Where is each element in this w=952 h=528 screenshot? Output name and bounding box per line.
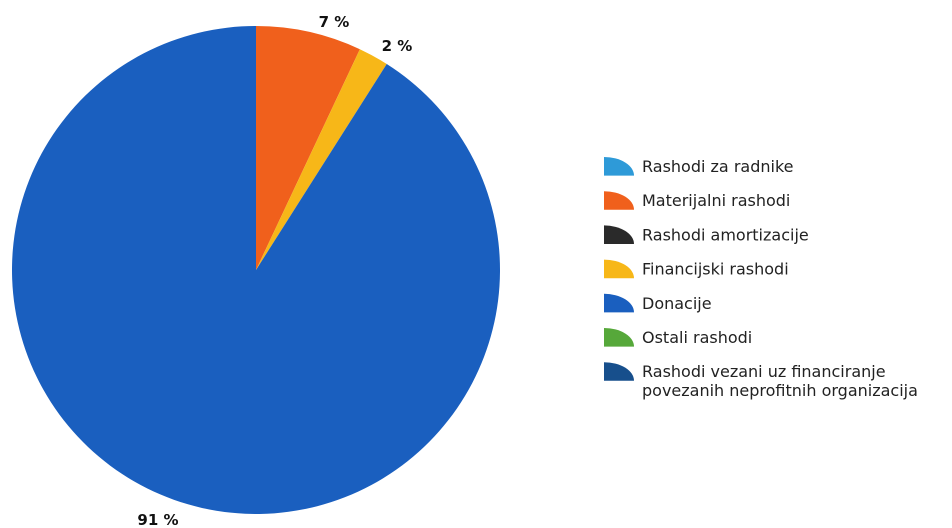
legend-swatch-rashodi-vezani-uz-financiranje-povezanih-neprofitnih-organizacija [604,362,634,381]
pie-slice-materijalni-rashodi [256,26,360,270]
pie-slice-donacije [11,26,500,514]
legend-item-donacije: Donacije [604,293,712,313]
value-label-donacije: 91 % [137,511,178,528]
legend-item-rashodi-vezani-uz-financiranje-povezanih-neprofitnih-organizacija: Rashodi vezani uz financiranjepovezanih … [604,362,918,400]
legend-label-rashodi-za-radnike: Rashodi za radnike [642,157,793,176]
legend-label-rashodi-vezani-uz-financiranje-povezanih-neprofitnih-organizacija-line-1: Rashodi vezani uz financiranje [642,362,886,381]
legend-swatch-materijalni-rashodi [604,191,634,210]
legend-swatch-donacije [604,293,634,313]
legend-label-rashodi-vezani-uz-financiranje-povezanih-neprofitnih-organizacija-line-2: povezanih neprofitnih organizacija [642,381,918,400]
pie-slices [11,26,500,514]
legend: Rashodi za radnike Materijalni rashodi Ras… [604,157,918,400]
legend-item-ostali-rashodi: Ostali rashodi [604,328,752,347]
legend-swatch-financijski-rashodi [604,259,634,279]
legend-label-rashodi-amortizacije: Rashodi amortizacije [642,225,809,244]
legend-item-rashodi-amortizacije: Rashodi amortizacije [604,225,809,244]
legend-item-financijski-rashodi: Financijski rashodi [604,259,789,279]
pie-value-labels: 7 % 2 % 91 % [137,13,412,528]
legend-label-donacije: Donacije [642,294,712,313]
legend-label-financijski-rashodi: Financijski rashodi [642,260,789,279]
legend-item-rashodi-za-radnike: Rashodi za radnike [604,157,793,176]
value-label-financijski-rashodi: 2 % [382,37,413,55]
legend-swatch-rashodi-amortizacije [604,225,634,244]
value-label-materijalni-rashodi: 7 % [319,13,350,31]
pie-slice-financijski-rashodi [256,49,387,270]
legend-label-materijalni-rashodi: Materijalni rashodi [642,191,790,210]
legend-item-materijalni-rashodi: Materijalni rashodi [604,191,790,210]
legend-label-ostali-rashodi: Ostali rashodi [642,328,752,347]
legend-swatch-rashodi-za-radnike [604,157,634,176]
legend-swatch-ostali-rashodi [604,328,634,347]
